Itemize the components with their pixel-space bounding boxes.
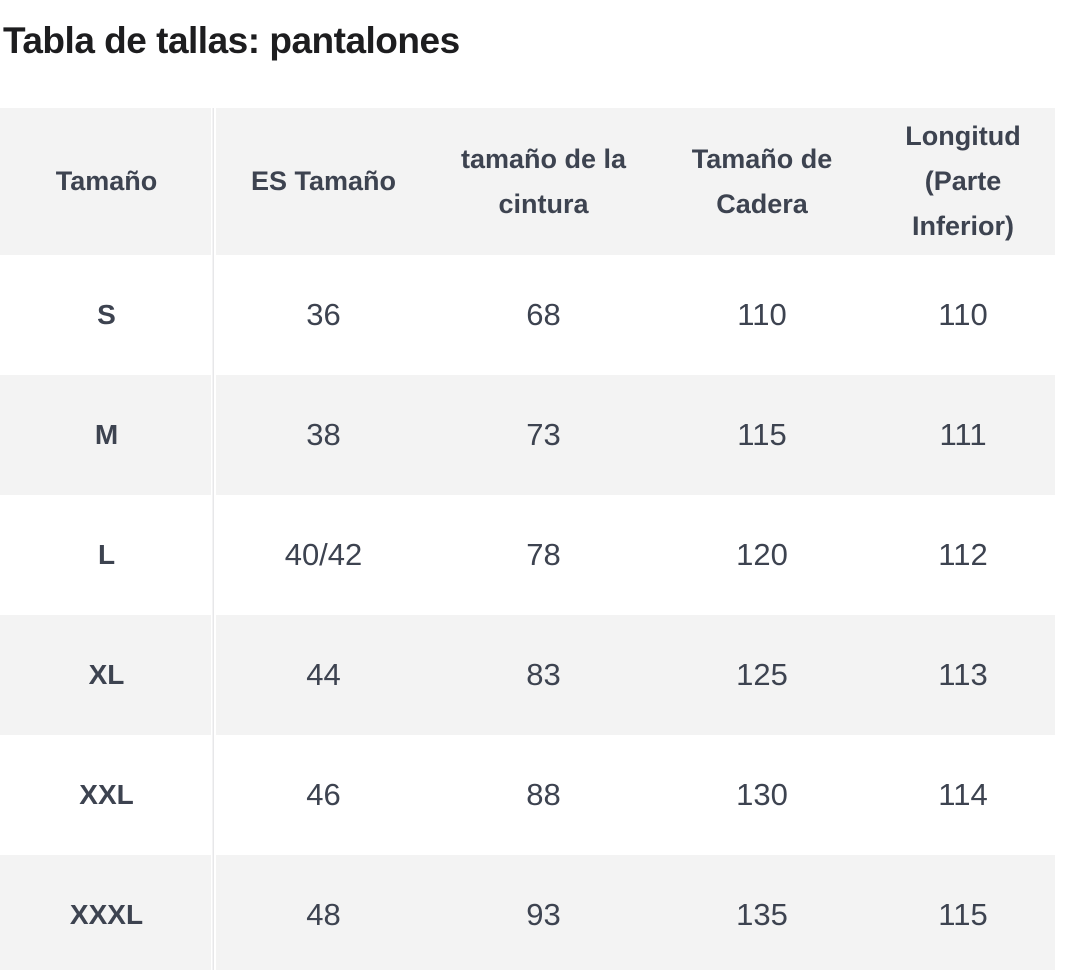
column-header-cintura: tamaño de la cintura: [434, 108, 653, 255]
cell-waist-size: 83: [434, 615, 653, 735]
cell-hip-size: 110: [653, 255, 871, 375]
table-row-l: L 40/42 78 120 112: [0, 495, 1055, 615]
table-row-s: S 36 68 110 110: [0, 255, 1055, 375]
cell-size-label: M: [0, 375, 213, 495]
cell-es-size: 38: [213, 375, 434, 495]
cell-waist-size: 93: [434, 855, 653, 970]
cell-hip-size: 125: [653, 615, 871, 735]
table-row-xxl: XXL 46 88 130 114: [0, 735, 1055, 855]
page-title: Tabla de tallas: pantalones: [3, 20, 460, 61]
cell-length: 115: [871, 855, 1055, 970]
table-body: S 36 68 110 110 M 38 73 115 111 L 40/42 …: [0, 255, 1055, 970]
cell-size-label: XXL: [0, 735, 213, 855]
cell-waist-size: 78: [434, 495, 653, 615]
size-chart-table-container: Tamaño ES Tamaño tamaño de la cintura Ta…: [0, 108, 1055, 970]
cell-size-label: XL: [0, 615, 213, 735]
cell-size-label: S: [0, 255, 213, 375]
column-header-es-tamano: ES Tamaño: [213, 108, 434, 255]
cell-es-size: 40/42: [213, 495, 434, 615]
header-row: Tamaño ES Tamaño tamaño de la cintura Ta…: [0, 108, 1055, 255]
column-header-longitud: Longitud (Parte Inferior): [871, 108, 1055, 255]
table-row-m: M 38 73 115 111: [0, 375, 1055, 495]
cell-hip-size: 120: [653, 495, 871, 615]
cell-hip-size: 115: [653, 375, 871, 495]
size-chart-table: Tamaño ES Tamaño tamaño de la cintura Ta…: [0, 108, 1055, 970]
table-row-xxxl: XXXL 48 93 135 115: [0, 855, 1055, 970]
table-header: Tamaño ES Tamaño tamaño de la cintura Ta…: [0, 108, 1055, 255]
cell-es-size: 36: [213, 255, 434, 375]
cell-waist-size: 88: [434, 735, 653, 855]
cell-es-size: 48: [213, 855, 434, 970]
cell-size-label: L: [0, 495, 213, 615]
cell-length: 112: [871, 495, 1055, 615]
column-header-tamano: Tamaño: [0, 108, 213, 255]
cell-length: 113: [871, 615, 1055, 735]
cell-waist-size: 68: [434, 255, 653, 375]
cell-size-label: XXXL: [0, 855, 213, 970]
cell-es-size: 44: [213, 615, 434, 735]
cell-es-size: 46: [213, 735, 434, 855]
cell-hip-size: 135: [653, 855, 871, 970]
cell-length: 110: [871, 255, 1055, 375]
column-header-cadera: Tamaño de Cadera: [653, 108, 871, 255]
table-row-xl: XL 44 83 125 113: [0, 615, 1055, 735]
cell-length: 111: [871, 375, 1055, 495]
cell-waist-size: 73: [434, 375, 653, 495]
cell-hip-size: 130: [653, 735, 871, 855]
cell-length: 114: [871, 735, 1055, 855]
